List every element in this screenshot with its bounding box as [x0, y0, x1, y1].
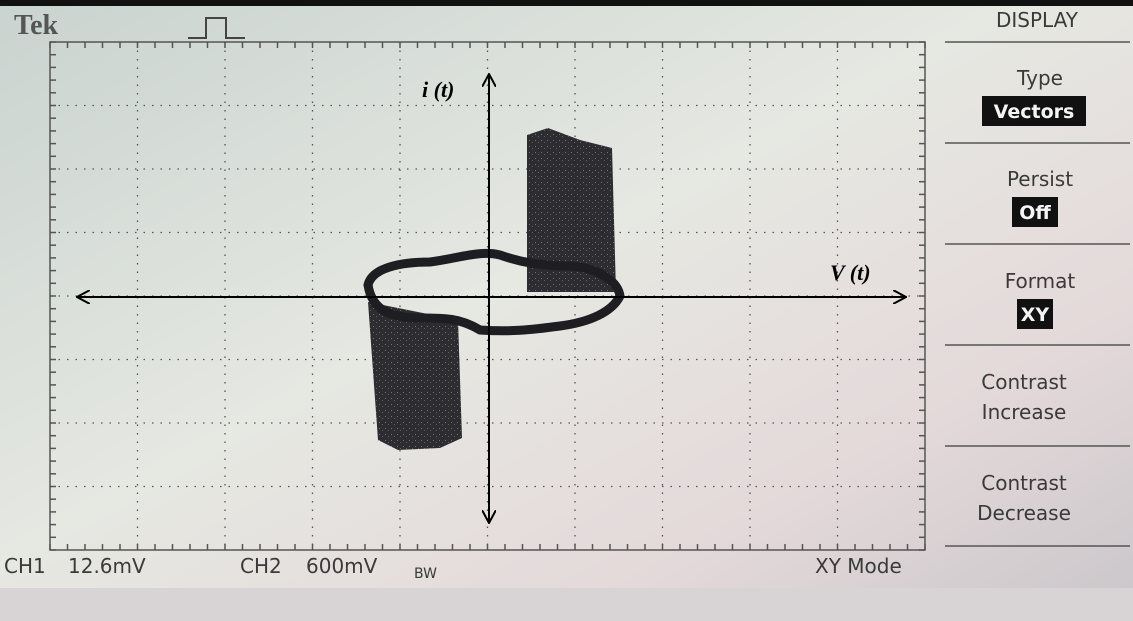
menu-label[interactable]: Contrast	[981, 471, 1067, 495]
menu-button[interactable]: Persist Off	[1007, 167, 1073, 227]
y-axis-annotation: i (t)	[422, 77, 454, 102]
value-highlight	[982, 96, 1086, 126]
bezel	[0, 588, 1133, 621]
trace-fill	[368, 302, 462, 450]
menu-title: DISPLAY	[996, 8, 1079, 32]
side-menu: DISPLAY Type Vectors Persist Off Format …	[945, 8, 1130, 547]
menu-button[interactable]: Type Vectors	[982, 66, 1086, 126]
menu-label[interactable]: Increase	[982, 400, 1067, 424]
menu-label[interactable]: Persist	[1007, 167, 1073, 191]
bezel	[0, 0, 1133, 6]
menu-button[interactable]: Contrast Increase	[981, 370, 1067, 424]
value-highlight	[1017, 299, 1053, 329]
waveform	[363, 128, 625, 450]
menu-value[interactable]: Vectors	[994, 101, 1075, 123]
trigger-icon	[188, 17, 245, 39]
trace-fill	[527, 128, 616, 292]
menu-button[interactable]: Contrast Decrease	[977, 471, 1071, 525]
menu-label[interactable]: Type	[1016, 66, 1063, 90]
ch1-label: CH1	[4, 554, 46, 578]
menu-value[interactable]: Off	[1019, 202, 1051, 224]
ch2-label: CH2	[240, 554, 282, 578]
x-axis-annotation: V (t)	[830, 260, 871, 285]
menu-label[interactable]: Decrease	[977, 501, 1071, 525]
ch2-scale: 600mV	[306, 554, 378, 578]
menu-button[interactable]: Format XY	[1005, 269, 1076, 329]
ch1-scale: 12.6mV	[68, 554, 146, 578]
menu-label[interactable]: Format	[1005, 269, 1076, 293]
mode: XY Mode	[815, 554, 902, 578]
trace-loop	[363, 248, 625, 336]
graticule	[49, 41, 926, 551]
value-highlight	[1012, 197, 1058, 227]
bandwidth-limit: BW	[414, 566, 437, 582]
brand: Tek	[14, 10, 59, 41]
menu-label[interactable]: Contrast	[981, 370, 1067, 394]
menu-value[interactable]: XY	[1021, 304, 1050, 326]
